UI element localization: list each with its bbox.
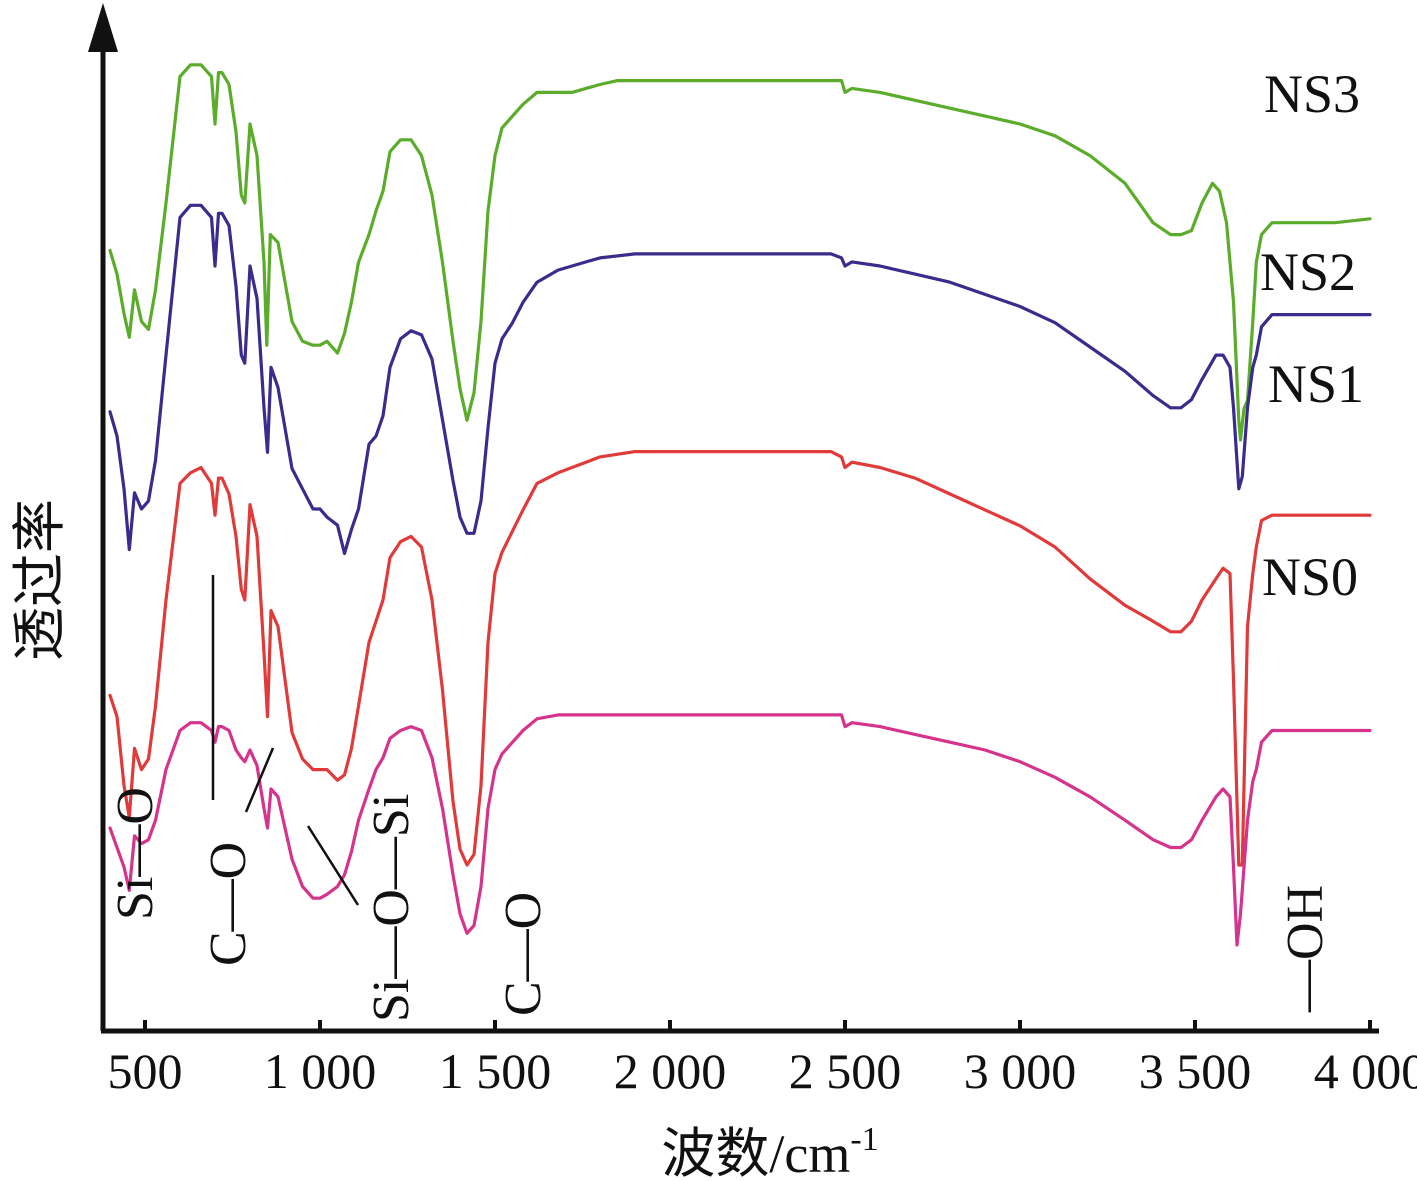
x-tick-label-1000: 1 000 — [264, 1043, 377, 1099]
series-line-ns0 — [108, 713, 1372, 947]
annotation-label-2: Si—O—Si — [363, 794, 420, 1022]
x-tick-label-3000: 3 000 — [964, 1043, 1077, 1099]
annotation-label-4: —OH — [1277, 885, 1334, 1013]
series-line-ns3 — [108, 63, 1372, 442]
series-label-ns2: NS2 — [1260, 242, 1356, 302]
x-tick-label-2000: 2 000 — [614, 1043, 727, 1099]
x-tick-label-4000: 4 000 — [1314, 1043, 1417, 1099]
annotation-leader-co-1-b — [244, 747, 275, 813]
series-label-ns0: NS0 — [1262, 547, 1358, 607]
x-tick-label-2500: 2 500 — [789, 1043, 902, 1099]
series-lines — [108, 63, 1372, 947]
x-tick-label-1500: 1 500 — [439, 1043, 552, 1099]
series-label-ns1: NS1 — [1268, 354, 1364, 414]
x-tick-label-500: 500 — [108, 1043, 183, 1099]
annotation-leaders — [211, 575, 360, 906]
x-axis-title-sup: -1 — [850, 1121, 878, 1158]
y-axis-arrow — [88, 3, 118, 52]
annotations: Si—O C—O Si—O—Si C—O —OH — [107, 787, 1334, 1022]
series-line-ns2 — [108, 203, 1372, 556]
y-axis-title: 透过率 — [10, 499, 70, 661]
annotation-label-0: Si—O — [107, 787, 164, 920]
annotation-leader-sio-si — [306, 825, 360, 906]
x-tick-labels: 500 1 000 1 500 2 000 2 500 3 000 3 500 4 000 — [108, 1043, 1417, 1099]
x-ticks — [143, 1020, 1372, 1031]
series-labels: NS3 NS2 NS1 NS0 — [1260, 64, 1364, 607]
x-tick-label-3500: 3 500 — [1139, 1043, 1252, 1099]
annotation-label-3: C—O — [495, 892, 552, 1016]
series-label-ns3: NS3 — [1264, 64, 1360, 124]
x-axis-title: 波数/cm-1 — [661, 1121, 878, 1181]
annotation-label-1: C—O — [200, 842, 257, 966]
series-line-ns1 — [108, 450, 1372, 867]
